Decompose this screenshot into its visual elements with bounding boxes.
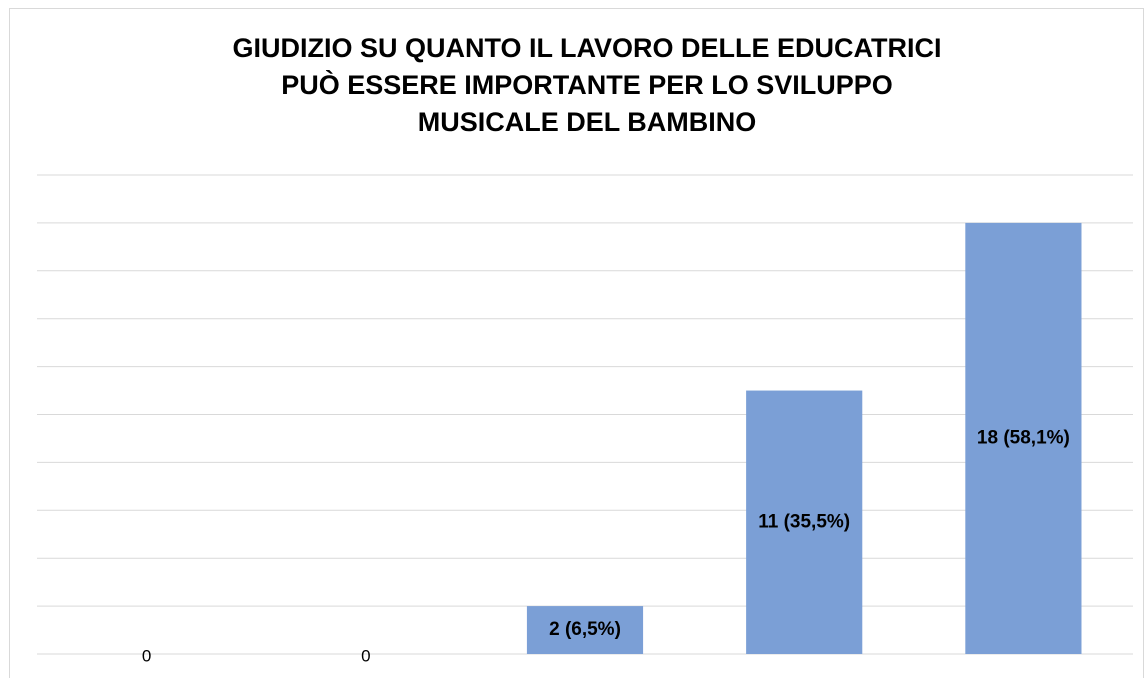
chart-frame (9, 8, 1144, 678)
chart-title: PUÒ ESSERE IMPORTANTE PER LO SVILUPPO (281, 69, 893, 100)
data-label: 11 (35,5%) (758, 511, 850, 532)
bar (526, 606, 644, 654)
data-label: 2 (6,5%) (549, 619, 621, 640)
bar (746, 390, 863, 654)
bar (965, 222, 1082, 654)
data-label: 0 (142, 646, 151, 665)
chart-title: MUSICALE DEL BAMBINO (418, 107, 757, 137)
chart-title: GIUDIZIO SU QUANTO IL LAVORO DELLE EDUCA… (232, 33, 941, 63)
data-label: 18 (58,1%) (977, 427, 1070, 448)
data-label: 0 (361, 646, 370, 665)
